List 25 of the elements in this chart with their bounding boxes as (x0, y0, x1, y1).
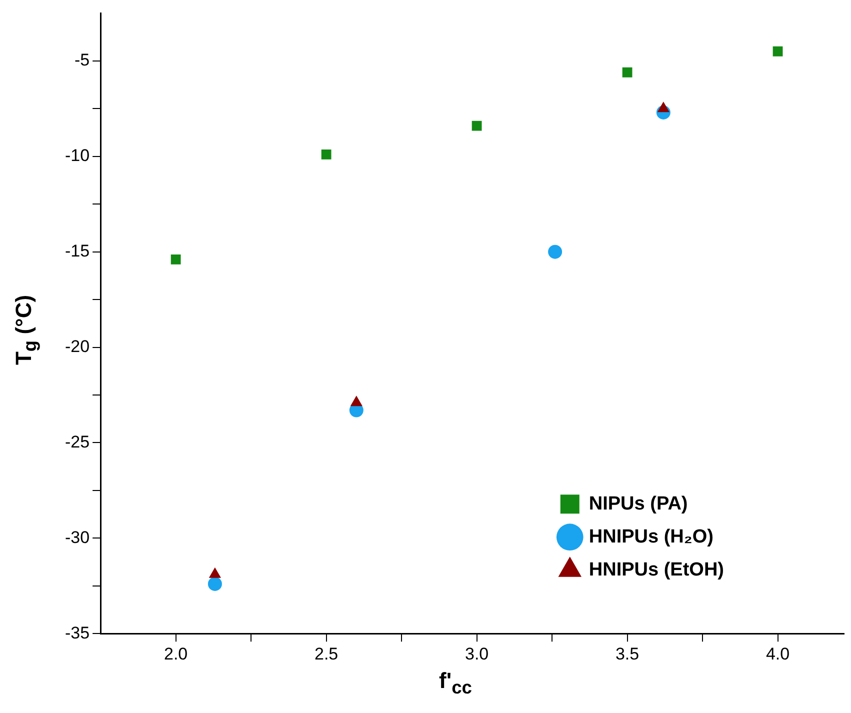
y-tick-label: -35 (64, 623, 90, 642)
point (622, 67, 632, 78)
x-axis-title: f'$_{cc}$ (438, 668, 473, 698)
point (170, 254, 181, 264)
y-tick-label: -10 (64, 146, 90, 166)
point (208, 567, 222, 578)
point (548, 244, 562, 259)
x-tick-label: 2.5 (314, 644, 338, 664)
x-tick-label: 2.0 (164, 644, 188, 664)
y-tick-label: -20 (64, 336, 90, 356)
x-tick-label: 3.5 (615, 644, 640, 664)
point (772, 46, 783, 56)
y-tick-label: -5 (74, 50, 90, 70)
point (321, 150, 332, 160)
legend-label: HNIPUs (EtOH) (588, 559, 724, 580)
y-tick-label: -30 (64, 528, 90, 547)
x-tick-label: 3.0 (464, 644, 489, 664)
y-tick-label: -25 (64, 432, 90, 452)
point (350, 396, 362, 406)
y-tick-label: -15 (64, 242, 90, 261)
x-tick-label: 4.0 (766, 644, 790, 664)
point (472, 120, 482, 131)
legend-label: NIPUs (PA) (588, 493, 688, 514)
point (208, 576, 222, 591)
legend-label: HNIPUs (H₂O) (588, 526, 714, 548)
